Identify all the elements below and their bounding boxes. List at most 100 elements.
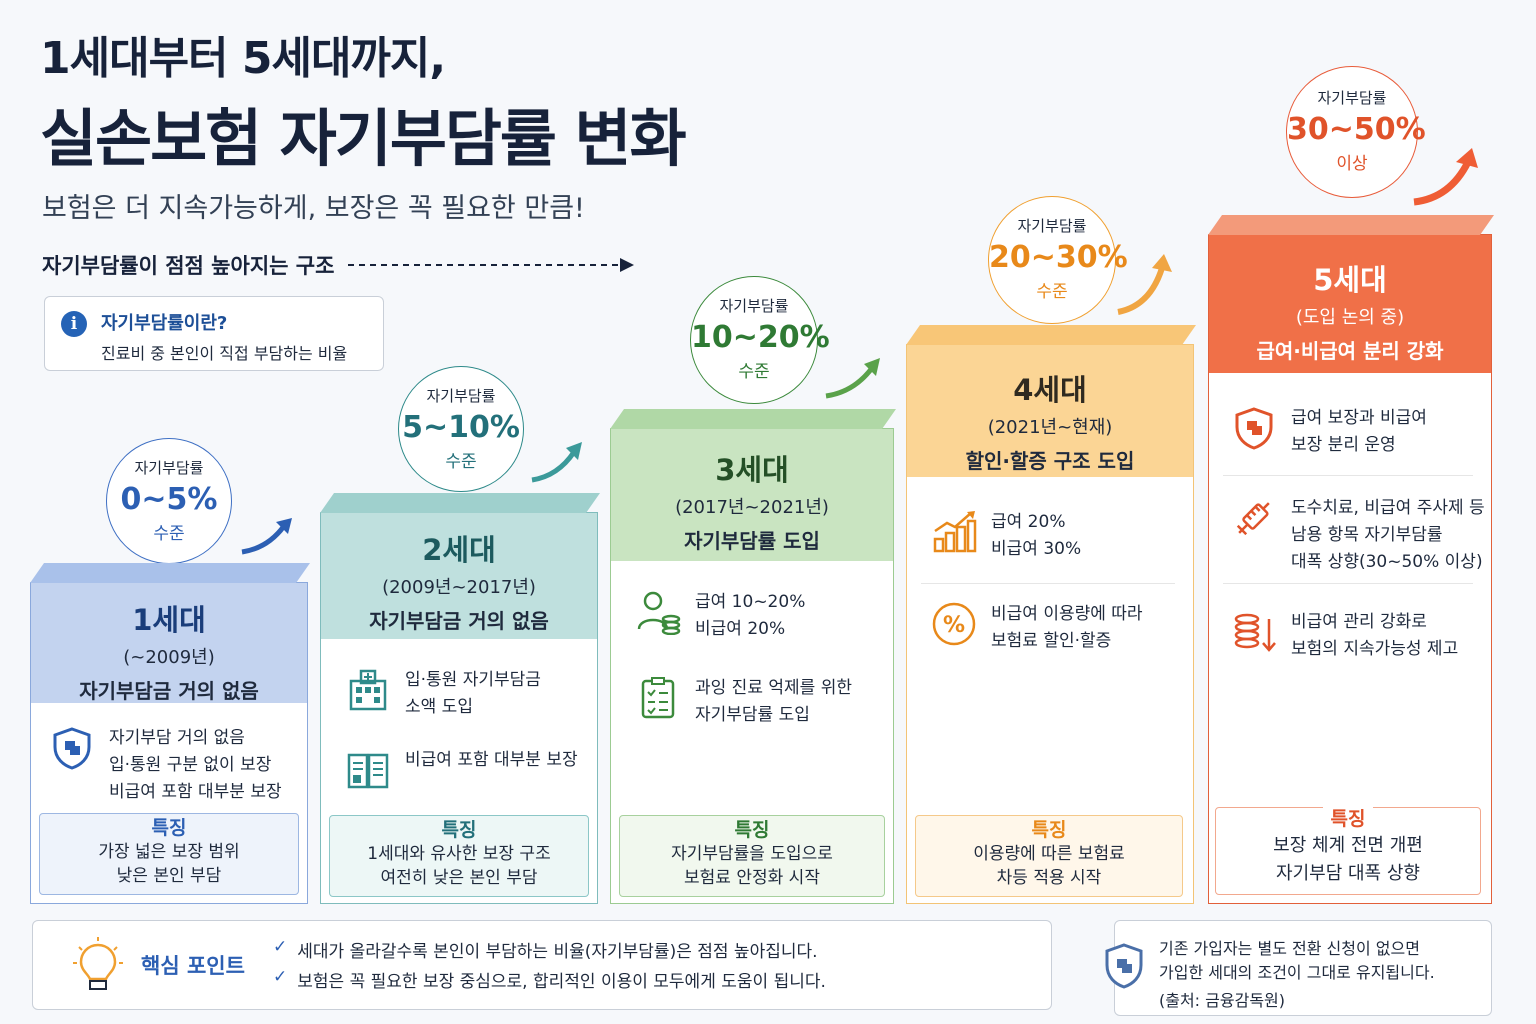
- shield-icon: [53, 727, 91, 770]
- feature-label: 특징: [151, 817, 187, 839]
- item-line: 비급여 20%: [695, 619, 786, 639]
- gen3-column: 3세대 (2017년~2021년) 자기부담률 도입 급여 10~20% 비급여 …: [610, 428, 894, 904]
- gen-period: (2009년~2017년): [382, 577, 536, 598]
- bubble-value: 20~30%: [989, 240, 1128, 275]
- feature-line: 보험료 안정화 시작: [684, 868, 820, 888]
- item-line: 급여 20%: [991, 512, 1066, 532]
- gen4-side: [906, 325, 1196, 345]
- item-line: 보험의 지속가능성 제고: [1291, 639, 1459, 659]
- gen5-item-3: 비급여 관리 강화로 보험의 지속가능성 제고: [1231, 609, 1458, 663]
- bubble-gen3: 자기부담률 10~20% 수준: [690, 276, 830, 404]
- gen3-item-2: 과잉 진료 억제를 위한 자기부담률 도입: [635, 675, 852, 729]
- gen-desc: 할인·할증 구조 도입: [965, 449, 1135, 473]
- gen3-header: 3세대 (2017년~2021년) 자기부담률 도입: [611, 429, 893, 561]
- gen3-body: 급여 10~20% 비급여 20% 과잉 진료 억제를 위한 자기부담률 도입 특징…: [611, 561, 893, 903]
- gen-title: 3세대: [715, 453, 789, 487]
- bubble-value: 10~20%: [691, 320, 830, 355]
- feature-line: 차등 적용 시작: [996, 868, 1102, 888]
- check-icon: ✓: [273, 967, 288, 987]
- trend-arrow-icon: [1413, 148, 1478, 206]
- bubble-gen4: 자기부담률 20~30% 수준: [988, 196, 1128, 324]
- gen3-side: [610, 409, 896, 429]
- bubble-label: 자기부담률: [1317, 89, 1387, 107]
- gen-title: 1세대: [132, 603, 206, 637]
- gen5-header: 5세대 (도입 논의 중) 급여·비급여 분리 강화: [1209, 235, 1491, 373]
- item-line: 자기부담 거의 없음: [109, 728, 245, 748]
- gen2-item-2: 비급여 포함 대부분 보장: [345, 747, 578, 793]
- key-point-text: 보험은 꼭 필요한 보장 중심으로, 합리적인 이용이 모두에게 도움이 됩니다…: [297, 972, 826, 992]
- gen2-item-1: 입·통원 자기부담금 소액 도입: [345, 667, 541, 721]
- item-line: 자기부담률 도입: [695, 705, 810, 725]
- item-line: 입·통원 구분 없이 보장: [109, 755, 272, 775]
- gen1-side: [30, 563, 310, 583]
- gen-period: (도입 논의 중): [1295, 307, 1405, 328]
- trend-label: 자기부담률이 점점 높아지는 구조: [42, 254, 335, 278]
- bubble-value: 0~5%: [120, 482, 218, 517]
- feature-line: 1세대와 유사한 보장 구조: [367, 844, 551, 864]
- key-point-2: ✓ 보험은 꼭 필요한 보장 중심으로, 합리적인 이용이 모두에게 도움이 됩…: [273, 967, 826, 992]
- trend-row: 자기부담률이 점점 높아지는 구조: [42, 250, 638, 280]
- gen-desc: 자기부담률 도입: [684, 529, 820, 553]
- bubble-suffix: 수준: [445, 452, 477, 472]
- gen4-body: 급여 20% 비급여 30% % 비급여 이용량에 따라 보험료 할인·할증 특징 …: [907, 477, 1193, 903]
- feature-line: 자기부담률을 도입으로: [671, 844, 833, 864]
- item-line: 비급여 이용량에 따라: [991, 604, 1143, 624]
- gen5-item-1: 급여 보장과 비급여 보장 분리 운영: [1231, 405, 1427, 459]
- gen-desc: 자기부담금 거의 없음: [369, 609, 549, 633]
- info-desc: 진료비 중 본인이 직접 부담하는 비율: [101, 344, 348, 363]
- hospital-icon: [349, 669, 387, 711]
- shield-icon: [1105, 943, 1143, 989]
- key-point-text: 세대가 올라갈수록 본인이 부담하는 비율(자기부담률)은 점점 높아집니다.: [297, 942, 818, 962]
- feature-line: 낮은 본인 부담: [116, 866, 222, 886]
- key-points-label: 핵심 포인트: [141, 954, 245, 978]
- item-line: 소액 도입: [405, 697, 473, 717]
- item-line: 도수치료, 비급여 주사제 등: [1291, 498, 1485, 518]
- coins-down-icon: [1234, 613, 1276, 652]
- bubble-value: 5~10%: [402, 410, 520, 445]
- info-title: 자기부담률이란?: [101, 313, 228, 334]
- dashed-arrow-icon: [348, 258, 635, 272]
- divider: [921, 583, 1175, 584]
- trend-arrow-icon: [531, 442, 582, 483]
- gen5-body: 급여 보장과 비급여 보장 분리 운영 도수치료, 비급여 주사제 등 남용 항목 …: [1209, 373, 1491, 903]
- feature-line: 이용량에 따른 보험료: [973, 844, 1125, 864]
- feature-line: 가장 넓은 보장 범위: [98, 842, 240, 862]
- bubble-label: 자기부담률: [1017, 217, 1087, 235]
- bubble-label: 자기부담률: [426, 387, 496, 405]
- gen4-feature-box: 특징 이용량에 따른 보험료 차등 적용 시작: [915, 815, 1183, 897]
- gen-period: (2017년~2021년): [675, 497, 829, 518]
- gen4-item-2: % 비급여 이용량에 따라 보험료 할인·할증: [931, 601, 1143, 655]
- bubble-gen5: 자기부담률 30~50% 이상: [1286, 66, 1426, 198]
- document-icon: [347, 753, 389, 789]
- title-line-1: 1세대부터 5세대까지,: [40, 33, 446, 84]
- gen-title: 2세대: [422, 533, 496, 567]
- bubble-label: 자기부담률: [719, 297, 789, 315]
- item-line: 대폭 상향(30~50% 이상): [1291, 552, 1483, 572]
- feature-label: 특징: [1322, 807, 1374, 831]
- gen2-feature-box: 특징 1세대와 유사한 보장 구조 여전히 낮은 본인 부담: [329, 815, 589, 897]
- gen2-header: 2세대 (2009년~2017년) 자기부담금 거의 없음: [321, 513, 597, 639]
- trend-arrow-icon: [241, 518, 292, 555]
- gen-title: 5세대: [1313, 263, 1387, 297]
- syringe-icon: [1236, 502, 1270, 536]
- info-icon: i: [61, 311, 87, 337]
- checklist-icon: [641, 677, 675, 719]
- gen-period: (2021년~현재): [987, 417, 1113, 438]
- feature-line: 보장 체계 전면 개편: [1273, 835, 1423, 856]
- bubble-gen1: 자기부담률 0~5% 수준: [106, 438, 232, 564]
- item-line: 비급여 포함 대부분 보장: [109, 782, 282, 802]
- svg-text:%: %: [943, 613, 965, 638]
- subtitle: 보험은 더 지속가능하게, 보장은 꼭 필요한 만큼!: [42, 193, 585, 224]
- check-icon: ✓: [273, 937, 288, 957]
- gen1-header: 1세대 (~2009년) 자기부담금 거의 없음: [31, 583, 307, 703]
- feature-label: 특징: [734, 819, 770, 841]
- gen-period: (~2009년): [123, 647, 215, 668]
- gen4-column: 4세대 (2021년~현재) 할인·할증 구조 도입 급여 20% 비급여 30%…: [906, 344, 1194, 904]
- divider: [1223, 583, 1473, 584]
- bubble-suffix: 수준: [738, 362, 770, 382]
- key-points-box: 핵심 포인트 ✓ 세대가 올라갈수록 본인이 부담하는 비율(자기부담률)은 점…: [32, 920, 1052, 1010]
- note-box: 기존 가입자는 별도 전환 신청이 없으면 가입한 세대의 조건이 그대로 유지…: [1105, 920, 1492, 1016]
- gen5-item-2: 도수치료, 비급여 주사제 등 남용 항목 자기부담률 대폭 상향(30~50% 이…: [1231, 495, 1485, 576]
- gen4-item-1: 급여 20% 비급여 30%: [931, 509, 1081, 563]
